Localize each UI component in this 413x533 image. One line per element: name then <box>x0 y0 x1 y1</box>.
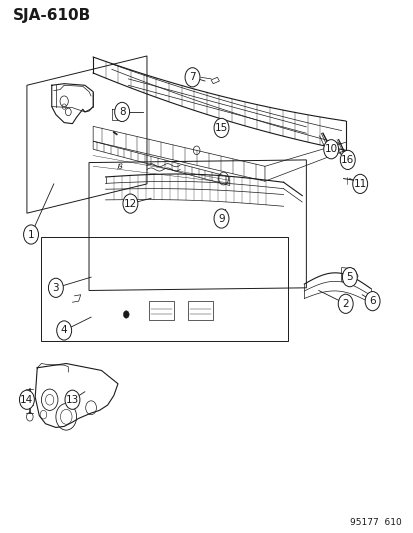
Circle shape <box>114 102 129 122</box>
Circle shape <box>65 390 80 409</box>
Circle shape <box>24 225 38 244</box>
Text: 16: 16 <box>340 155 354 165</box>
Circle shape <box>48 278 63 297</box>
Text: 9: 9 <box>218 214 224 223</box>
Text: 14: 14 <box>20 395 33 405</box>
Text: 15: 15 <box>214 123 228 133</box>
Circle shape <box>339 150 354 169</box>
Text: 6: 6 <box>368 296 375 306</box>
Circle shape <box>337 294 352 313</box>
Circle shape <box>19 390 34 409</box>
Text: SJA-610B: SJA-610B <box>12 8 90 23</box>
Circle shape <box>214 118 228 138</box>
Text: 12: 12 <box>123 199 137 208</box>
Text: 10: 10 <box>324 144 337 154</box>
Circle shape <box>323 140 338 159</box>
Text: 13: 13 <box>66 395 79 405</box>
Circle shape <box>342 268 356 287</box>
Circle shape <box>364 292 379 311</box>
Text: 1: 1 <box>28 230 34 239</box>
Text: 4: 4 <box>61 326 67 335</box>
Circle shape <box>214 209 228 228</box>
Text: 2: 2 <box>342 299 348 309</box>
Circle shape <box>57 321 71 340</box>
Circle shape <box>123 311 129 318</box>
Text: 95177  610: 95177 610 <box>349 518 401 527</box>
Text: 11: 11 <box>353 179 366 189</box>
Circle shape <box>123 194 138 213</box>
Text: $\mathcal{B}$: $\mathcal{B}$ <box>116 161 123 172</box>
Text: 5: 5 <box>346 272 352 282</box>
Circle shape <box>352 174 367 193</box>
Circle shape <box>185 68 199 87</box>
Text: 8: 8 <box>119 107 125 117</box>
Text: 3: 3 <box>52 283 59 293</box>
Text: 7: 7 <box>189 72 195 82</box>
